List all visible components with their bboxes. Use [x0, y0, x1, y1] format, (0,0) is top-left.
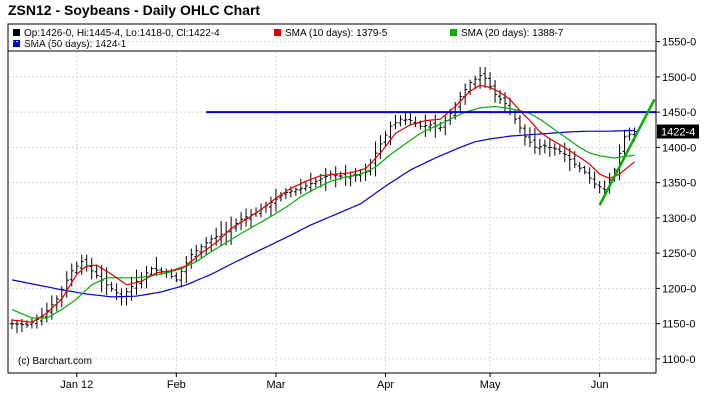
ohlc-bar	[219, 221, 224, 246]
y-tick-label: 1200-0	[662, 283, 696, 295]
ohlc-bar	[527, 127, 532, 148]
trendline	[598, 98, 656, 206]
watermark: (c) Barchart.com	[18, 356, 92, 367]
ohlc-bar	[398, 115, 403, 127]
ohlc-bar	[89, 257, 94, 280]
ohlc-bar	[74, 261, 79, 276]
ohlc-bar	[542, 139, 547, 154]
last-value-box	[657, 124, 699, 139]
ohlc-bar	[273, 188, 278, 212]
x-axis: Jan 12 Feb Mar Apr May Jun	[60, 373, 609, 391]
ohlc-bar	[199, 243, 204, 258]
legend-swatch-sma10	[274, 29, 281, 36]
ohlc-bar	[313, 176, 318, 188]
ohlc-bar	[493, 80, 498, 103]
last-value-marker: 1422-4	[657, 124, 699, 139]
ohlc-bar	[473, 75, 478, 90]
ohlc-bar	[592, 171, 597, 189]
ohlc-bar	[333, 166, 338, 188]
ohlc-bar	[194, 244, 199, 262]
legend-sma10: SMA (10 days): 1379-5	[285, 28, 388, 39]
grid	[8, 41, 656, 373]
ohlc-bar	[149, 266, 154, 277]
x-tick-label: Feb	[167, 379, 186, 391]
y-tick-label: 1450-0	[662, 107, 696, 119]
ohlc-bar	[627, 127, 632, 141]
legend-sma50: SMA (50 days): 1424-1	[24, 39, 127, 50]
ohlc-bar	[567, 148, 572, 172]
ohlc-bar	[278, 192, 283, 202]
y-tick-label: 1100-0	[662, 354, 695, 366]
chart-title: ZSN12 - Soybeans - Daily OHLC Chart	[8, 2, 260, 18]
ohlc-bar	[388, 121, 393, 145]
legend-swatch-ohlc	[13, 29, 20, 36]
ohlc-bar	[14, 319, 19, 334]
ohlc-bar	[597, 181, 602, 194]
sma50-line	[11, 129, 635, 298]
legend-swatch-sma50	[13, 40, 20, 47]
last-value-label: 1422-4	[661, 127, 695, 139]
ohlc-bar	[179, 268, 184, 288]
ohlc-bar	[94, 265, 99, 279]
x-tick-label: Jun	[591, 379, 609, 391]
y-tick-label: 1500-0	[662, 72, 696, 84]
y-tick-label: 1400-0	[662, 142, 696, 154]
ohlc-bar	[393, 115, 398, 130]
ohlc-bar	[547, 138, 552, 157]
x-tick-label: May	[480, 379, 501, 391]
legend-ohlc: Op:1426-0, Hi:1445-4, Lo:1418-0, Cl:1422…	[24, 28, 220, 39]
x-tick-label: Apr	[377, 379, 394, 391]
ohlc-bar	[562, 142, 567, 163]
ohlc-bar	[537, 138, 542, 156]
ohlc-bar	[298, 178, 303, 195]
ohlc-bar	[383, 130, 388, 147]
ohlc-bar	[557, 145, 562, 155]
y-tick-label: 1550-0	[662, 37, 696, 49]
y-tick-label: 1300-0	[662, 213, 696, 225]
legend-frame	[7, 23, 657, 52]
x-tick-label: Mar	[266, 379, 285, 391]
ohlc-bar	[423, 114, 428, 137]
ohlc-bar	[209, 235, 214, 252]
ohlc-bar	[622, 129, 627, 158]
ohlc-bar	[532, 128, 537, 154]
legend-box: Op:1426-0, Hi:1445-4, Lo:1418-0, Cl:1422…	[7, 23, 657, 52]
ohlc-bar	[10, 319, 14, 330]
ohlc-bar	[283, 188, 288, 200]
ohlc-bar	[308, 172, 313, 193]
ohlc-bar	[204, 236, 209, 255]
y-tick-label: 1250-0	[662, 248, 696, 260]
ohlc-bar	[428, 120, 433, 132]
y-tick-label: 1150-0	[662, 319, 695, 331]
ohlc-bar	[293, 187, 298, 196]
ohlc-bar	[174, 272, 179, 283]
ohlc-bar	[582, 165, 587, 175]
legend-sma20: SMA (20 days): 1388-7	[461, 28, 564, 39]
ohlc-bar	[79, 254, 84, 275]
ohlc-bar	[109, 281, 114, 292]
ohlc-bar	[403, 112, 408, 126]
y-axis: 1100-0 1150-0 1200-0 1250-0 1300-0 1350-0 1400…	[656, 37, 696, 366]
x-tick-label: Jan 12	[60, 379, 93, 391]
plot-frame	[7, 23, 657, 374]
ohlc-bar	[184, 255, 189, 284]
ohlc-bar	[483, 67, 488, 88]
sma10-line	[11, 84, 635, 323]
ohlc-bar	[408, 111, 413, 126]
ohlc-bar	[517, 115, 522, 134]
y-tick-label: 1350-0	[662, 178, 696, 190]
ohlc-bar	[552, 143, 557, 156]
ohlc-bar	[303, 181, 308, 192]
ohlc-bar	[587, 167, 592, 184]
ohlc-bar	[577, 161, 582, 173]
ohlc-bar	[323, 167, 328, 191]
overlays-layer	[206, 98, 656, 206]
legend-swatch-sma20	[450, 29, 457, 36]
